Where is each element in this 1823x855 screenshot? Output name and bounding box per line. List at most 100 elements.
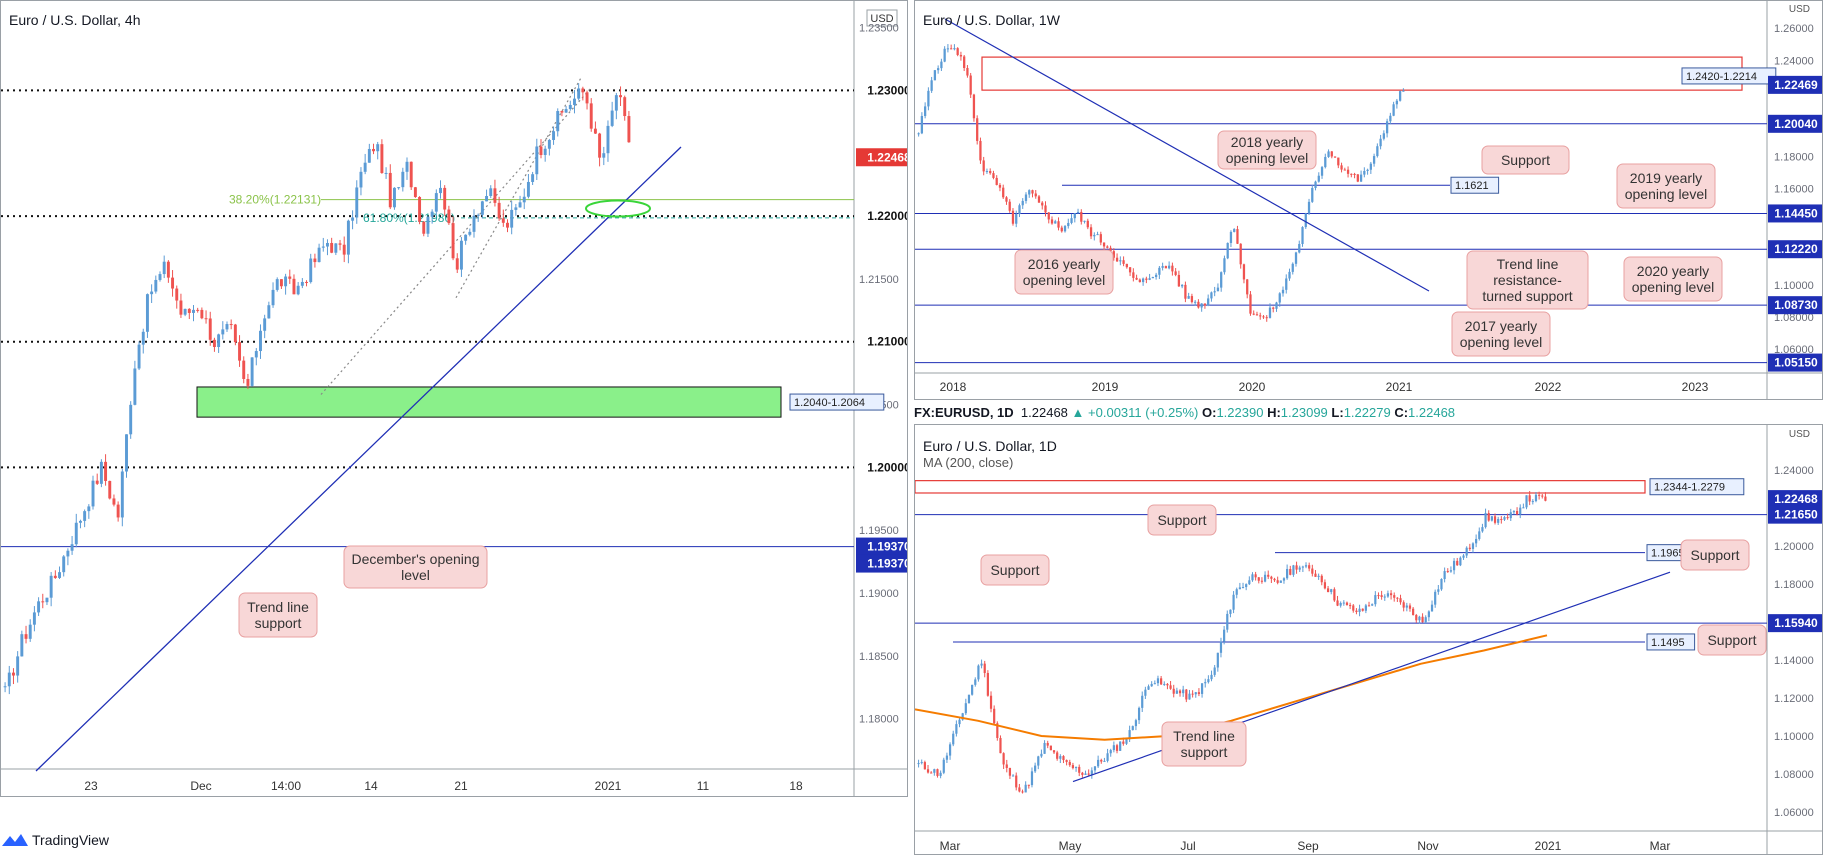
candle-body: [196, 309, 200, 311]
candle-body: [376, 144, 380, 152]
candle-body: [1415, 614, 1418, 621]
candle-body: [917, 133, 920, 135]
candle-body: [1459, 557, 1462, 566]
x-tick-label: 2018: [940, 380, 967, 394]
candle-body: [1213, 291, 1216, 293]
candle-body: [275, 279, 279, 290]
candle-body: [1115, 257, 1119, 262]
chart-4h-panel[interactable]: USD1.235001.215001.205001.195001.190001.…: [0, 0, 908, 797]
candle-body: [1503, 517, 1506, 520]
candle-body: [963, 56, 966, 68]
candle-body: [342, 244, 346, 255]
badge-dec-open-2: 1.19370: [867, 557, 908, 571]
candle-body: [1490, 516, 1493, 521]
candle-body: [936, 769, 939, 776]
candle-body: [1235, 589, 1238, 595]
candle-body: [1097, 759, 1100, 767]
candle-body: [1238, 587, 1241, 590]
badge-1210: 1.21000: [867, 335, 908, 349]
low-label: L:: [1331, 405, 1344, 420]
candle-body: [58, 572, 61, 578]
candle-body: [426, 216, 430, 234]
candle-body: [1063, 226, 1067, 232]
candle-body: [1216, 287, 1220, 292]
candle-body: [1484, 513, 1487, 528]
candle-body: [1443, 571, 1446, 580]
y-tick-label: 1.08000: [1774, 312, 1814, 324]
badge-level: 1.12220: [1774, 242, 1818, 256]
badge-level-bg: [1768, 296, 1822, 315]
candle-body: [1263, 574, 1267, 582]
note-trend-support-line: Trend line: [247, 599, 309, 615]
tradingview-logo[interactable]: TradingView: [2, 832, 109, 848]
note-2018-open-box: [1217, 130, 1317, 170]
note-2019-open-line: opening level: [1625, 186, 1708, 202]
chart-daily-panel[interactable]: USD 1.24000 1.20000 1.18000 1.14000 1.12000 1.…: [914, 424, 1823, 855]
candle-body: [49, 575, 53, 598]
candle-body: [1131, 726, 1134, 731]
candle-body: [964, 703, 967, 714]
chart-weekly-canvas[interactable]: USD 1.26000 1.24000 1.18000 1.16000 1.10000 1.…: [915, 1, 1823, 400]
candle-body: [1350, 173, 1353, 175]
chart-daily-canvas[interactable]: USD 1.24000 1.20000 1.18000 1.14000 1.12000 1.…: [915, 425, 1823, 855]
candle-body: [1314, 181, 1317, 188]
candle-body: [363, 162, 367, 172]
candle-body: [1177, 274, 1181, 287]
candle-body: [1308, 565, 1311, 569]
candle-body: [443, 187, 447, 210]
candle-body: [1005, 764, 1008, 768]
candle-body: [1259, 315, 1262, 317]
candle-body: [1534, 494, 1538, 502]
candle-body: [267, 305, 271, 319]
candle-body: [116, 504, 120, 518]
candle-body: [1083, 220, 1086, 222]
candle-body: [20, 634, 24, 657]
note-2019-open-line: 2019 yearly: [1630, 170, 1702, 186]
candle-body: [1076, 211, 1080, 214]
note-support-1-box: [1147, 504, 1217, 536]
candle-body: [1512, 511, 1516, 513]
candle-body: [999, 737, 1002, 754]
supply-zone: [915, 480, 1646, 494]
candle-body: [1216, 652, 1219, 668]
candle-body: [1030, 771, 1034, 786]
candle-body: [985, 171, 989, 173]
candle-body: [430, 211, 434, 217]
candle-body: [560, 111, 564, 113]
candle-body: [1317, 175, 1320, 182]
y-tick-label: 1.19000: [859, 588, 899, 600]
candle-body: [1089, 227, 1093, 237]
badge-1210-bg: [856, 332, 907, 351]
candle-body: [1057, 221, 1060, 228]
candle-body: [179, 300, 183, 315]
note-trend-support-line: support: [255, 615, 302, 631]
candle-body: [359, 171, 363, 188]
candle-body: [1239, 243, 1242, 265]
candle-body: [535, 146, 539, 175]
candle-body: [1150, 683, 1153, 687]
candle-body: [284, 276, 288, 287]
candle-body: [397, 187, 401, 189]
chart-4h-canvas[interactable]: USD1.235001.215001.205001.195001.190001.…: [1, 1, 908, 797]
candle-body: [1060, 227, 1063, 232]
candle-body: [1386, 593, 1390, 597]
candle-body: [380, 144, 384, 173]
badge-last-price: 1.22469: [1774, 78, 1818, 92]
chart-daily-title: Euro / U.S. Dollar, 1D: [923, 438, 1057, 454]
candle-body: [1065, 760, 1068, 762]
candle-body: [1367, 605, 1371, 607]
candle-body: [346, 220, 350, 255]
candle-body: [956, 48, 959, 55]
candle-body: [355, 187, 359, 218]
candle-body: [1304, 213, 1307, 228]
chart-weekly-panel[interactable]: USD 1.26000 1.24000 1.18000 1.16000 1.10000 1.…: [914, 0, 1823, 400]
candle-body: [1320, 575, 1323, 583]
candle-body: [1333, 156, 1337, 158]
candle-body: [556, 111, 560, 132]
candle-body: [338, 243, 342, 245]
candle-body: [1197, 301, 1200, 308]
y-tick-label: 1.24000: [1774, 465, 1814, 477]
candle-body: [1286, 568, 1289, 579]
candle-body: [1320, 167, 1324, 176]
candle-body: [401, 171, 405, 188]
